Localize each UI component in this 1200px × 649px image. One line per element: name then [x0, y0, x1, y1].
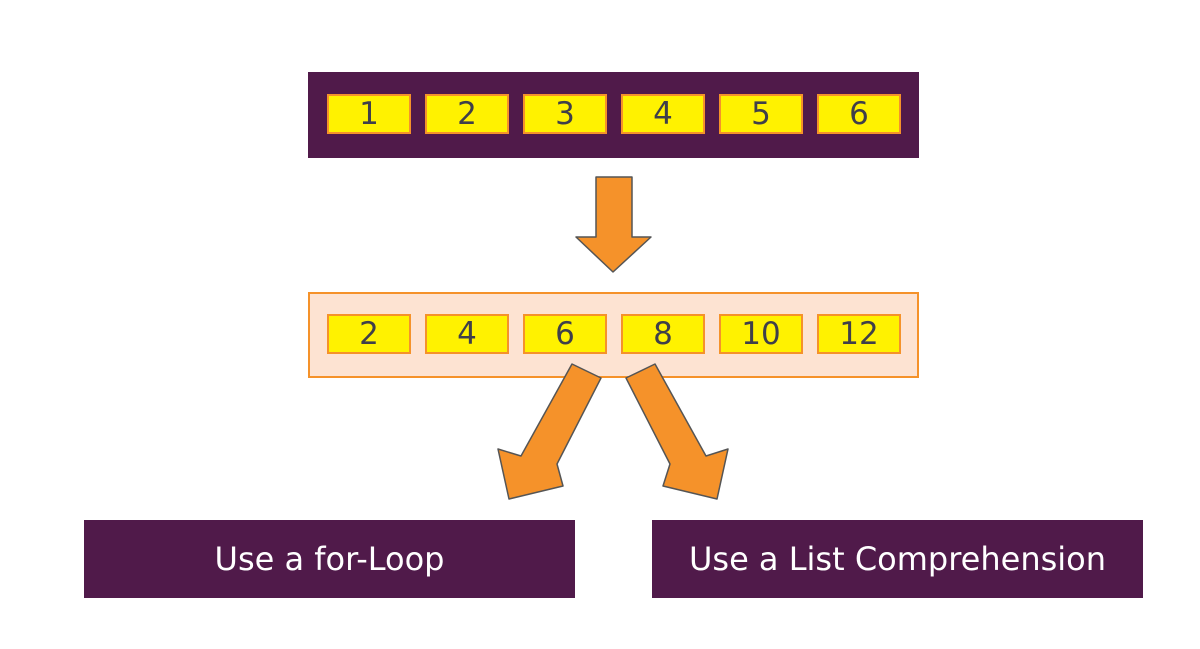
output-list-item: 2	[327, 314, 411, 354]
output-list-item: 8	[621, 314, 705, 354]
input-list-item: 1	[327, 94, 411, 134]
list-comprehension-option: Use a List Comprehension	[652, 520, 1143, 598]
input-list-item: 4	[621, 94, 705, 134]
output-list-item: 4	[425, 314, 509, 354]
arrow-down-left-icon	[497, 363, 602, 500]
output-list-item: 12	[817, 314, 901, 354]
input-list-item: 5	[719, 94, 803, 134]
input-list-item: 3	[523, 94, 607, 134]
output-list-item: 6	[523, 314, 607, 354]
input-list-item: 2	[425, 94, 509, 134]
input-list: 1 2 3 4 5 6	[308, 72, 919, 158]
input-list-item: 6	[817, 94, 901, 134]
arrow-down-icon	[575, 176, 652, 273]
arrow-down-right-icon	[625, 363, 729, 500]
output-list-item: 10	[719, 314, 803, 354]
output-list: 2 4 6 8 10 12	[308, 292, 919, 378]
for-loop-option: Use a for-Loop	[84, 520, 575, 598]
